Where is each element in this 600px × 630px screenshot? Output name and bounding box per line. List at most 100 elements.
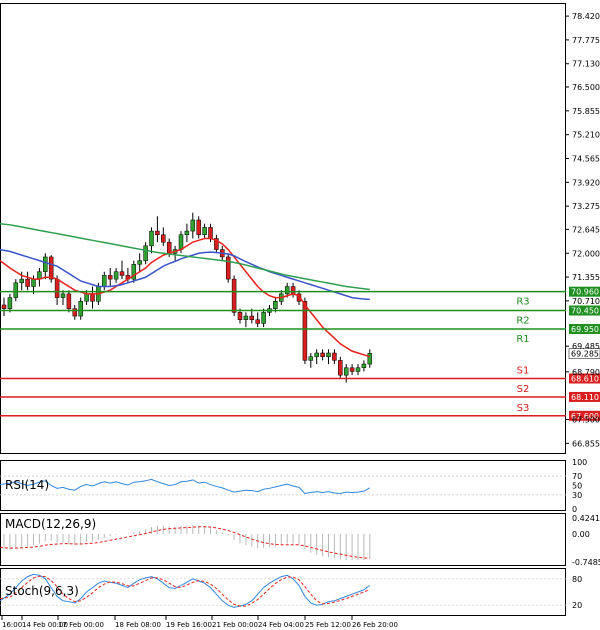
candle-body	[290, 286, 296, 295]
price-tick-label: 75.210	[572, 131, 600, 140]
candle-body	[90, 293, 95, 302]
candle-body	[249, 315, 255, 320]
rsi-tick-label: 70	[572, 472, 582, 481]
main-panel	[0, 3, 566, 454]
candle-body	[338, 360, 343, 376]
stoch-label: Stoch(9,6,3)	[5, 584, 79, 598]
macd-layer: 0.4241 0.00 -0.7485	[0, 514, 600, 567]
candle-body	[302, 301, 308, 361]
candle-body	[161, 234, 166, 243]
stoch-layer: 80 20	[0, 573, 582, 610]
price-tick-label: 67.500	[572, 415, 600, 424]
candle-body	[326, 352, 331, 357]
candle-body	[7, 297, 13, 309]
level-price-tag	[569, 323, 600, 334]
candle-body	[78, 301, 83, 317]
price-tick-label: 68.790	[572, 368, 600, 377]
pivot-levels-layer: 70.960 R3 70.450 R2 69.950 R1 68.610 S1 68.110 S2…	[0, 286, 600, 421]
candle-body	[202, 227, 207, 236]
candle-body	[320, 352, 325, 357]
level-price-tag	[569, 373, 600, 384]
rsi-tick-label: 100	[572, 458, 587, 467]
time-tick-label: 19 Feb 16:00	[166, 621, 212, 629]
candle-body	[131, 264, 137, 280]
level-name-r1: R1	[516, 334, 529, 345]
level-price-label: 68.110	[571, 393, 599, 402]
candle-body	[355, 367, 361, 372]
time-tick-label: 16:00	[2, 621, 22, 629]
rsi-tick-label: 30	[572, 491, 582, 500]
level-price-tag	[569, 391, 600, 402]
candle-body	[349, 367, 355, 372]
candle-body	[137, 260, 142, 265]
level-price-label: 70.960	[571, 288, 599, 297]
candle-body	[231, 278, 237, 313]
candle-body	[60, 293, 66, 298]
price-tick-label: 71.355	[572, 273, 600, 282]
price-tick-label: 69.485	[572, 342, 600, 351]
candle-body	[84, 293, 89, 302]
candle-body	[48, 256, 54, 280]
candle-body	[13, 282, 19, 298]
candle-body	[102, 275, 107, 287]
stoch-panel	[0, 568, 566, 616]
macd-label: MACD(12,26,9)	[5, 517, 96, 531]
stoch-tick-label: 20	[572, 601, 582, 610]
price-axis: 78.420 77.775 77.130 76.500 75.855 75.210 74.5…	[565, 12, 600, 448]
rsi-tick-label: 50	[572, 482, 582, 491]
candle-body	[149, 230, 154, 247]
candle-body	[261, 312, 266, 324]
time-tick-label: 14 Feb 00:00	[22, 621, 68, 629]
candle-body	[178, 234, 184, 250]
candle-body	[190, 219, 196, 232]
candle-body	[284, 286, 290, 295]
macd-panel	[0, 513, 566, 566]
candle-body	[184, 230, 190, 236]
price-tick-label: 76.500	[572, 83, 600, 92]
candle-body	[25, 278, 30, 287]
candle-body	[113, 271, 119, 280]
candle-body	[208, 227, 213, 239]
candles-layer	[1, 212, 373, 383]
candle-body	[273, 301, 278, 309]
macd-tick-label: 0.4241	[572, 514, 600, 523]
candle-body	[19, 278, 24, 284]
candle-body	[367, 353, 373, 365]
candle-body	[166, 241, 172, 254]
macd-signal-line	[0, 526, 370, 559]
price-tick-label: 73.275	[572, 202, 600, 211]
level-price-label: 68.610	[571, 374, 599, 383]
level-name-r2: R2	[516, 316, 529, 327]
price-tick-label: 77.130	[572, 60, 600, 69]
time-tick-label: 17 Feb 00:00	[58, 621, 104, 629]
time-tick-label: 25 Feb 12:00	[305, 621, 351, 629]
price-tick-label: 77.775	[572, 36, 600, 45]
level-price-tag	[569, 410, 600, 421]
price-tick-label: 78.420	[572, 12, 600, 21]
candle-body	[225, 256, 231, 280]
level-price-label: 67.600	[571, 412, 599, 421]
price-tick-label: 72.000	[572, 249, 600, 258]
candle-body	[31, 278, 36, 287]
candle-body	[155, 230, 160, 236]
candle-body	[332, 352, 337, 361]
candle-body	[237, 312, 243, 320]
candle-body	[54, 278, 60, 298]
candle-body	[72, 308, 78, 317]
level-price-label: 70.450	[571, 307, 599, 316]
rsi-label: RSI(14)	[5, 478, 49, 492]
candle-body	[196, 219, 201, 236]
candle-body	[343, 367, 349, 376]
ma-slow-line	[0, 222, 370, 291]
current-price-tag	[568, 348, 600, 359]
level-price-tag	[569, 305, 600, 316]
level-price-tag	[569, 286, 600, 297]
price-tick-label: 75.855	[572, 107, 600, 116]
candle-body	[143, 245, 148, 261]
candle-body	[107, 275, 113, 280]
level-name-s3: S3	[517, 403, 530, 414]
time-tick-label: 18 Feb 08:00	[115, 621, 161, 629]
candle-body	[1, 304, 7, 309]
